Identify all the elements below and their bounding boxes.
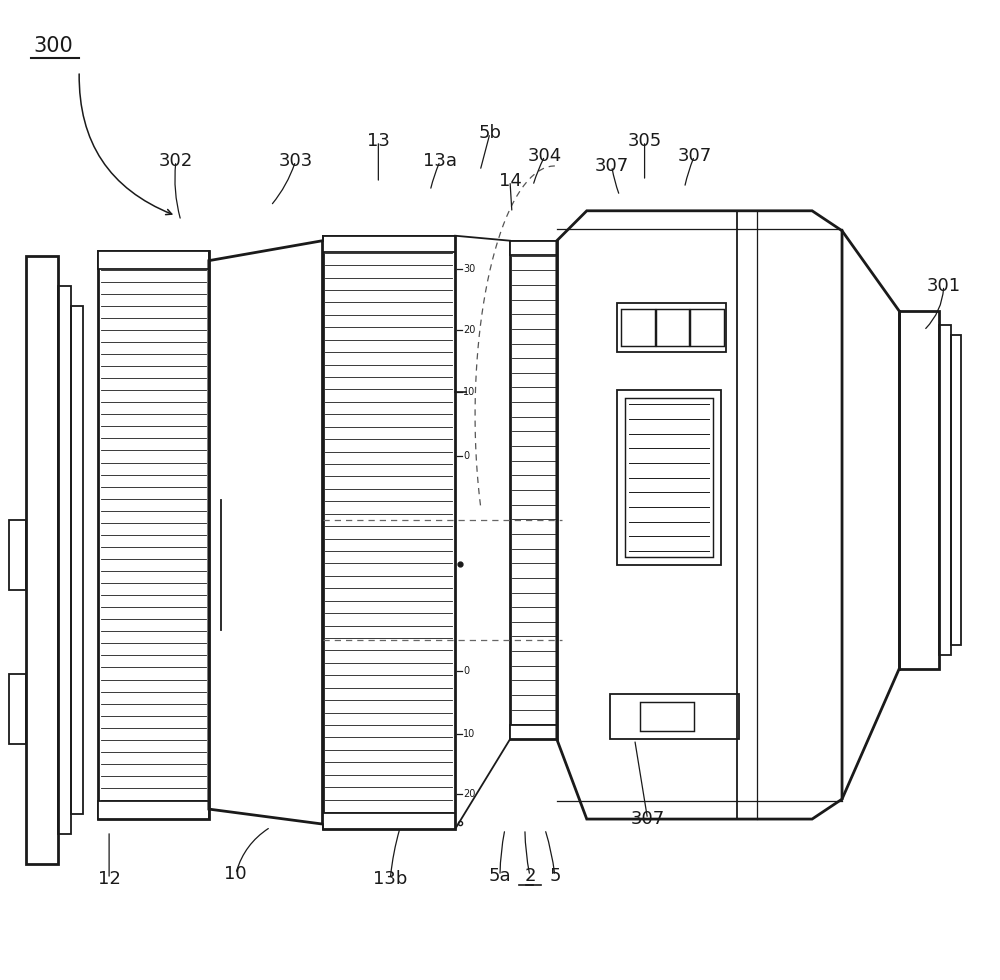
- Text: 300: 300: [33, 36, 73, 56]
- Bar: [899, 311, 939, 669]
- Bar: [617, 303, 726, 353]
- Bar: [939, 325, 951, 655]
- Bar: [9, 674, 26, 744]
- Bar: [323, 236, 455, 252]
- Text: 10: 10: [463, 387, 475, 397]
- Bar: [9, 520, 26, 590]
- Text: 12: 12: [98, 870, 121, 888]
- Text: 0: 0: [463, 451, 469, 462]
- Bar: [98, 251, 209, 819]
- Text: 13b: 13b: [373, 870, 407, 888]
- Text: 10: 10: [463, 729, 475, 739]
- Bar: [323, 236, 455, 829]
- Text: 0: 0: [463, 666, 469, 676]
- Bar: [98, 251, 209, 269]
- Bar: [621, 309, 655, 346]
- Bar: [617, 390, 721, 564]
- Bar: [58, 285, 71, 834]
- Bar: [640, 703, 694, 731]
- Bar: [610, 695, 739, 739]
- Bar: [510, 241, 557, 255]
- Text: 307: 307: [677, 147, 712, 165]
- Text: 30: 30: [463, 264, 475, 273]
- Bar: [510, 241, 557, 739]
- Text: 20: 20: [463, 325, 475, 335]
- Text: 20: 20: [463, 789, 475, 799]
- Bar: [510, 725, 557, 739]
- Text: 307: 307: [595, 157, 629, 174]
- Text: 305: 305: [627, 132, 662, 150]
- Text: 10: 10: [224, 865, 247, 883]
- Text: 302: 302: [159, 152, 193, 170]
- Text: 13a: 13a: [423, 152, 457, 170]
- Bar: [690, 309, 724, 346]
- Text: 304: 304: [528, 147, 562, 165]
- Bar: [26, 256, 58, 864]
- Text: 5a: 5a: [489, 867, 511, 885]
- Bar: [656, 309, 689, 346]
- Text: 5b: 5b: [479, 124, 502, 142]
- Text: 307: 307: [630, 810, 665, 828]
- Text: 13: 13: [367, 132, 390, 150]
- Bar: [98, 801, 209, 819]
- Bar: [71, 306, 83, 814]
- Bar: [323, 813, 455, 829]
- Text: 303: 303: [278, 152, 313, 170]
- Text: 2: 2: [524, 867, 536, 885]
- Text: 301: 301: [927, 276, 961, 295]
- Bar: [951, 335, 961, 645]
- Text: 14: 14: [499, 172, 521, 190]
- Text: 5: 5: [549, 867, 561, 885]
- Bar: [625, 398, 713, 557]
